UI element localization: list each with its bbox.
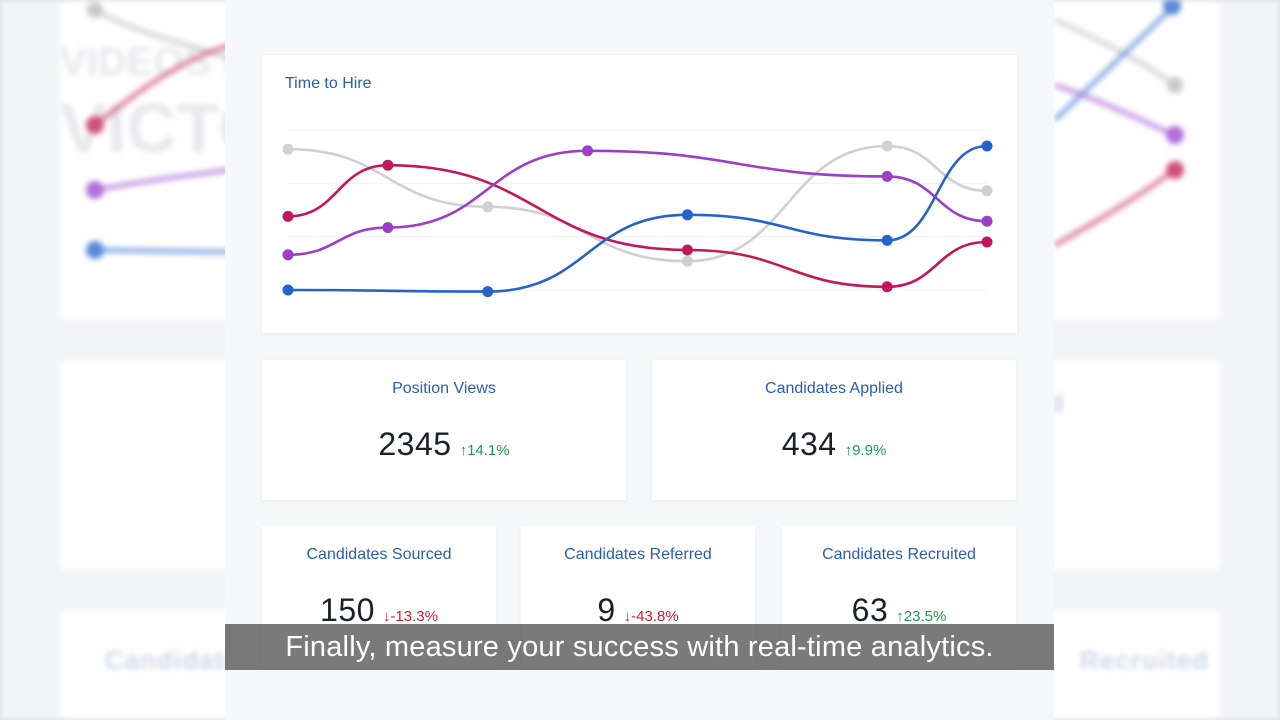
candidates-applied-delta-value: 9.9%: [852, 442, 887, 459]
chart-series: [282, 140, 993, 298]
arrow-up-icon: ↑: [896, 608, 904, 625]
candidates-applied-delta: ↑9.9%: [845, 442, 887, 459]
candidates-sourced-value: 150: [320, 592, 375, 628]
candidates-applied-card[interactable]: Candidates Applied 434 ↑9.9%: [652, 360, 1016, 500]
candidates-sourced-delta-value: -13.3%: [390, 608, 438, 625]
series-3-point-5[interactable]: [981, 215, 993, 227]
series-2-point-1[interactable]: [282, 210, 294, 222]
candidates-applied-value: 434: [781, 426, 837, 462]
analytics-dashboard: Time to Hire Position Views 2345 ↑14.1% …: [225, 0, 1054, 720]
series-3-point-1[interactable]: [282, 249, 294, 261]
time-to-hire-card: Time to Hire: [262, 55, 1017, 333]
series-2-point-5[interactable]: [981, 236, 993, 248]
arrow-up-icon: ↑: [844, 442, 853, 459]
arrow-up-icon: ↑: [459, 442, 468, 459]
candidates-referred-delta: ↓-43.8%: [624, 608, 679, 625]
candidates-referred-delta-value: -43.8%: [631, 608, 679, 625]
series-1-point-5[interactable]: [981, 185, 993, 197]
series-1-point-3[interactable]: [681, 255, 693, 267]
series-1-point-4[interactable]: [881, 140, 893, 152]
series-line-3: [287, 149, 988, 257]
series-1-point-1[interactable]: [282, 143, 294, 155]
series-3-point-2[interactable]: [382, 222, 394, 234]
chart-grid: [288, 129, 987, 291]
series-2-point-3[interactable]: [681, 244, 693, 256]
position-views-delta: ↑14.1%: [460, 442, 510, 459]
series-4-point-5[interactable]: [981, 140, 993, 152]
candidates-recruited-delta-value: 23.5%: [903, 608, 947, 625]
candidates-recruited-label: Candidates Recruited: [822, 546, 976, 563]
candidates-sourced-delta: ↓-13.3%: [383, 608, 438, 625]
series-4-point-2[interactable]: [482, 286, 494, 298]
position-views-value: 2345: [378, 426, 452, 462]
series-4-point-3[interactable]: [681, 209, 693, 221]
arrow-down-icon: ↓: [382, 608, 391, 625]
position-views-card[interactable]: Position Views 2345 ↑14.1%: [262, 360, 626, 500]
time-to-hire-title: Time to Hire: [285, 75, 372, 92]
position-views-label: Position Views: [392, 380, 496, 397]
arrow-down-icon: ↓: [623, 608, 632, 625]
candidates-sourced-label: Candidates Sourced: [306, 546, 452, 563]
time-to-hire-chart: [282, 129, 993, 298]
candidates-referred-value: 9: [597, 592, 616, 628]
series-line-4: [287, 144, 988, 293]
candidates-referred-label: Candidates Referred: [564, 546, 712, 563]
series-2-point-4[interactable]: [881, 281, 893, 293]
candidates-applied-label: Candidates Applied: [765, 380, 903, 397]
video-caption: Finally, measure your success with real-…: [225, 624, 1054, 670]
series-4-point-1[interactable]: [282, 284, 294, 296]
series-2-point-2[interactable]: [382, 159, 394, 171]
candidates-recruited-value: 63: [851, 592, 889, 628]
position-views-delta-value: 14.1%: [467, 442, 510, 459]
series-line-2: [287, 163, 988, 289]
background-recruited-label: Recruited: [1080, 645, 1209, 675]
series-3-point-4[interactable]: [881, 170, 893, 182]
candidates-recruited-delta: ↑23.5%: [896, 608, 946, 625]
series-1-point-2[interactable]: [482, 201, 494, 213]
series-3-point-3[interactable]: [582, 145, 594, 157]
series-4-point-4[interactable]: [881, 234, 893, 246]
